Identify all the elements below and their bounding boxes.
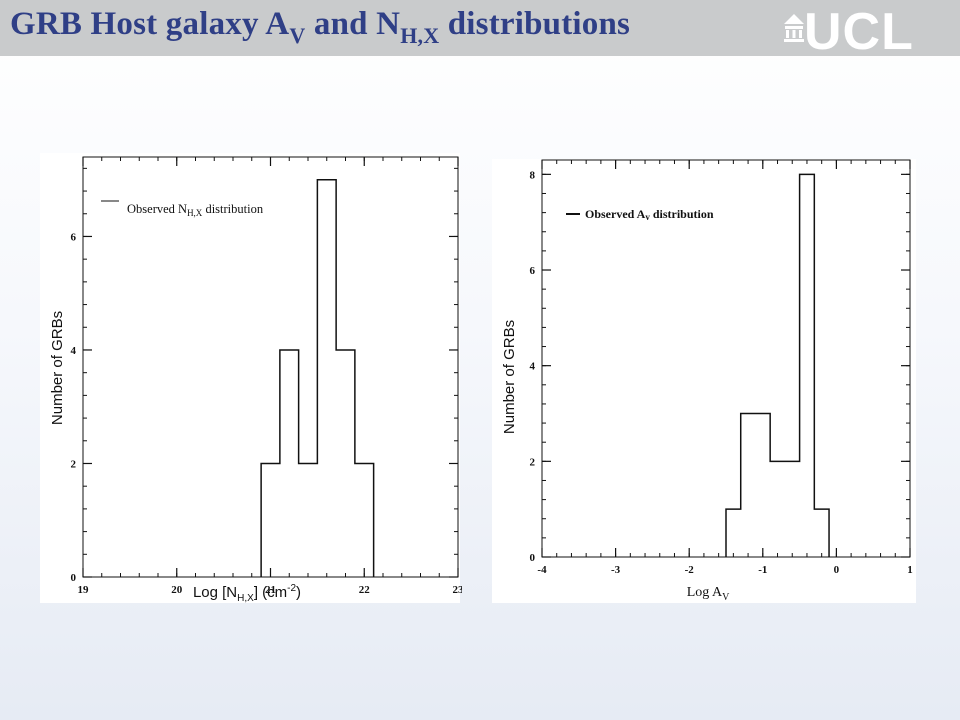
y-ticks: 0 2 4 6 8 — [530, 169, 910, 564]
histogram-steps — [260, 178, 375, 577]
y-axis-label: Number of GRBs — [49, 311, 66, 425]
x-tick-label: 21 — [265, 584, 276, 596]
histogram-steps — [725, 173, 830, 557]
y-tick-label: 0 — [530, 552, 536, 564]
plot-frame — [82, 156, 459, 578]
x-ticks: -4 -3 -2 -1 0 1 — [537, 160, 913, 576]
x-axis-label: Log AV — [687, 585, 730, 603]
legend: Observed NH,X distribution — [101, 200, 264, 218]
x-tick-label: 20 — [171, 584, 183, 596]
x-tick-label: -4 — [537, 564, 547, 576]
x-tick-label: -2 — [685, 564, 695, 576]
y-tick-label: 8 — [530, 169, 536, 181]
y-tick-label: 2 — [71, 458, 77, 470]
portico-icon — [784, 14, 804, 42]
y-axis-label: Number of GRBs — [501, 320, 518, 434]
x-tick-label: -1 — [758, 564, 767, 576]
y-tick-label: 0 — [71, 572, 77, 584]
y-ticks: 0 2 4 6 — [71, 167, 458, 584]
legend-label: Observed NH,X distribution — [127, 202, 264, 218]
x-tick-label: 22 — [359, 584, 371, 596]
legend: Observed Av distribution — [566, 207, 714, 222]
ucl-logo-text: UCL — [804, 3, 914, 61]
x-ticks: 19 20 21 22 23 — [78, 157, 463, 596]
y-tick-label: 6 — [71, 231, 77, 243]
av-histogram-chart: 0 2 4 6 8 -4 -3 -2 -1 0 1 Observed Av distributio… — [492, 159, 916, 603]
slide-title: GRB Host galaxy AV and NH,X distribution… — [10, 6, 631, 48]
y-tick-label: 4 — [71, 345, 77, 357]
x-tick-label: 23 — [453, 584, 463, 596]
x-tick-label: 1 — [907, 564, 913, 576]
nhx-histogram-chart: 0 2 4 6 19 20 21 22 23 Observed NH,X distributi… — [40, 153, 463, 604]
y-tick-label: 6 — [530, 265, 536, 277]
y-tick-label: 4 — [530, 361, 536, 373]
x-tick-label: -3 — [611, 564, 621, 576]
y-tick-label: 2 — [530, 456, 536, 468]
ucl-logo: UCL — [782, 3, 942, 61]
x-axis-label: Log [NH,X] (cm-2) — [193, 583, 301, 604]
x-tick-label: 0 — [834, 564, 840, 576]
legend-label: Observed Av distribution — [585, 207, 714, 222]
plot-frame — [541, 159, 911, 558]
x-tick-label: 19 — [78, 584, 90, 596]
